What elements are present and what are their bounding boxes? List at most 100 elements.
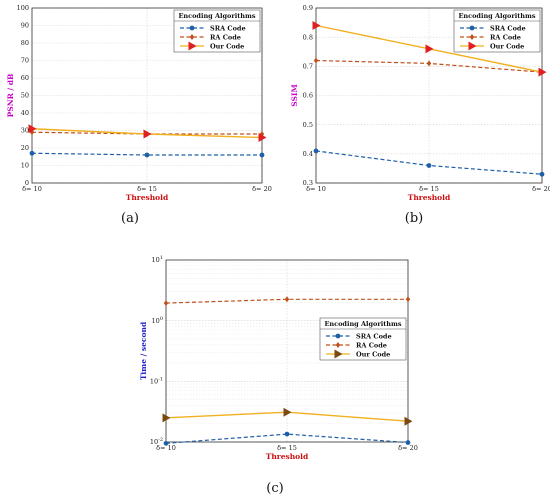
legend-box xyxy=(453,9,541,53)
legend-entry: RA Code xyxy=(356,341,387,349)
series-line xyxy=(165,433,409,444)
legend-box xyxy=(173,9,261,53)
y-tick-label: 30 xyxy=(21,127,29,135)
series-line xyxy=(31,152,262,156)
data-point xyxy=(29,150,35,156)
legend-title: Encoding Algorithms xyxy=(178,12,255,20)
series-our-code xyxy=(28,124,267,142)
data-point xyxy=(426,163,432,168)
legend-entry: SRA Code xyxy=(210,24,246,32)
y-tick-label: 0.9 xyxy=(303,4,313,12)
axes-frame xyxy=(165,259,409,443)
legend-marker xyxy=(469,34,475,40)
series-line xyxy=(165,298,408,304)
x-tick-label: δ= 10 xyxy=(22,185,42,193)
y-tick-label: 90 xyxy=(21,22,29,30)
legend-entry: RA Code xyxy=(210,33,241,41)
legend-entry: Our Code xyxy=(490,42,524,50)
data-point xyxy=(163,300,169,307)
y-axis-label: SSIM xyxy=(290,84,299,106)
legend-title: Encoding Algorithms xyxy=(458,12,535,20)
x-tick-label: δ= 20 xyxy=(398,444,418,452)
series-ra-code xyxy=(163,296,411,307)
legend-marker xyxy=(335,342,341,348)
data-point xyxy=(283,407,292,417)
data-point xyxy=(258,133,267,142)
data-point xyxy=(143,129,152,139)
y-tick-label: 50 xyxy=(21,92,29,100)
chart-1: 0 10 20 30 40 50 60 70 80 90 100 δ= 10 δ= 15 δ= 20 Thr… xyxy=(6,4,272,202)
y-axis-label: PSNR / dB xyxy=(6,74,15,118)
series-our-code xyxy=(312,21,547,77)
x-tick-label: δ= 15 xyxy=(419,185,439,193)
series-line xyxy=(31,131,262,135)
data-point xyxy=(259,152,265,158)
legend-box xyxy=(319,317,407,361)
data-point xyxy=(405,296,411,303)
x-tick-label: δ= 15 xyxy=(277,444,297,452)
x-axis-label: Threshold xyxy=(408,193,451,202)
y-tick-label: 0.6 xyxy=(303,92,313,100)
legend-marker xyxy=(334,349,343,359)
axes-frame xyxy=(315,7,543,184)
data-point xyxy=(404,416,413,426)
y-tick-label: 40 xyxy=(21,109,29,117)
data-point xyxy=(313,148,319,154)
y-tick-label: 0.8 xyxy=(303,33,313,41)
y-tick-label: 0 xyxy=(25,179,29,187)
legend-entry: RA Code xyxy=(490,33,521,41)
y-tick-label: 10-1 xyxy=(150,377,163,386)
y-tick-label: 0.3 xyxy=(303,179,313,187)
x-tick-label: δ= 10 xyxy=(156,444,176,452)
y-tick-label: 100 xyxy=(17,4,29,12)
legend-marker xyxy=(189,34,195,40)
y-tick-label: 60 xyxy=(21,74,29,82)
legend-marker xyxy=(189,25,195,31)
x-tick-label: δ= 20 xyxy=(252,185,272,193)
x-axis-label: Threshold xyxy=(266,452,309,461)
data-point xyxy=(538,67,547,77)
legend-marker xyxy=(335,333,341,339)
data-point xyxy=(313,57,319,64)
series-sra-code xyxy=(163,431,411,446)
panel-label-c: (c) xyxy=(266,481,283,496)
y-tick-label: 20 xyxy=(21,144,29,152)
y-tick-label: 0.4 xyxy=(303,150,313,158)
chart-2: 0.3 0.4 0.5 0.6 0.7 0.8 0.9 δ= 10 δ= 15 δ= 20 Thre… xyxy=(290,4,550,202)
data-point xyxy=(28,124,37,134)
legend-marker xyxy=(468,41,477,51)
legend-marker xyxy=(188,41,197,51)
legend-entry: Our Code xyxy=(210,42,244,50)
data-point xyxy=(144,152,150,158)
panel-label-a: (a) xyxy=(121,211,139,226)
data-point xyxy=(405,440,411,445)
data-point xyxy=(426,60,432,67)
y-tick-label: 0.5 xyxy=(303,121,313,129)
y-tick-label: 70 xyxy=(21,57,29,65)
x-axis-label: Threshold xyxy=(126,193,169,202)
data-point xyxy=(539,171,545,177)
x-tick-label: δ= 10 xyxy=(306,185,326,193)
y-tick-label: 0.7 xyxy=(303,63,313,71)
series-our-code xyxy=(162,407,413,426)
panel-label-b: (b) xyxy=(405,211,423,226)
y-tick-label: 10-2 xyxy=(150,437,163,446)
legend-entry: SRA Code xyxy=(356,332,392,340)
data-point xyxy=(284,431,290,437)
y-tick-label: 80 xyxy=(21,39,29,47)
legend-title: Encoding Algorithms xyxy=(324,320,401,328)
series-sra-code xyxy=(29,150,265,158)
data-point xyxy=(425,44,434,54)
y-axis-label: Time / second xyxy=(139,321,148,380)
data-point xyxy=(312,21,321,30)
axes-frame xyxy=(31,7,263,184)
y-tick-label: 101 xyxy=(152,255,163,264)
legend-entry: SRA Code xyxy=(490,24,526,32)
y-tick-label: 100 xyxy=(152,316,163,325)
x-tick-label: δ= 15 xyxy=(137,185,157,193)
legend-entry: Our Code xyxy=(356,350,390,358)
legend-marker xyxy=(469,25,475,31)
